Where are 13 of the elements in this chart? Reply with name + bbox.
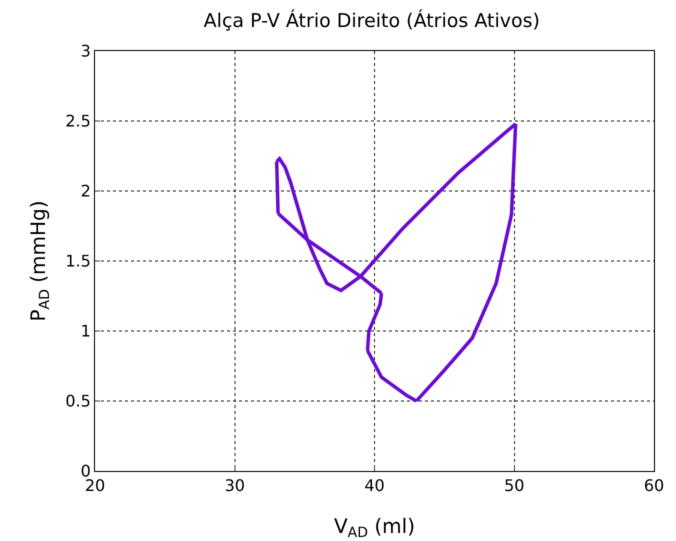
y-tick-label: 1.5 — [65, 252, 91, 271]
y-tick-label: 2.5 — [65, 112, 91, 131]
y-tick-label: 0.5 — [65, 392, 91, 411]
x-tick-label: 60 — [644, 476, 664, 496]
y-tick-label: 2 — [80, 182, 91, 201]
x-tick-label: 50 — [504, 476, 524, 496]
x-tick-label: 20 — [84, 476, 106, 496]
x-tick-label: 40 — [364, 476, 385, 496]
x-axis-title: V$_{AD}$ (ml) — [334, 514, 416, 541]
x-tick-label: 30 — [224, 476, 245, 496]
y-tick-label: 1 — [80, 322, 91, 341]
chart-title: Alça P-V Átrio Direito (Átrios Ativos) — [204, 8, 540, 32]
y-tick-label: 3 — [80, 42, 91, 61]
